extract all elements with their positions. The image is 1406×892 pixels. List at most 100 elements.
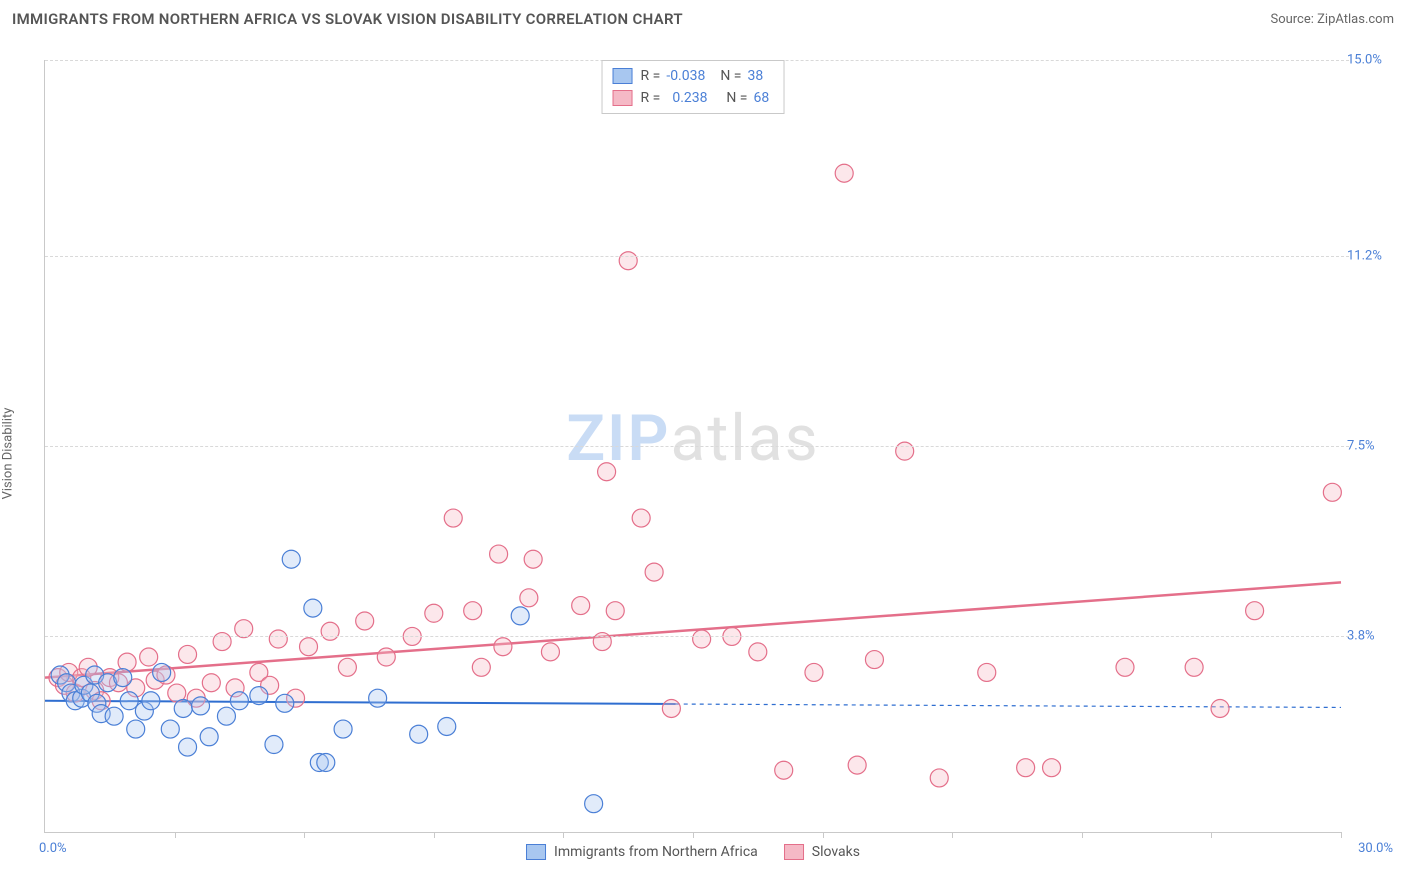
data-point: [1323, 483, 1341, 501]
data-point: [377, 648, 395, 666]
data-point: [1116, 658, 1134, 676]
data-point: [321, 622, 339, 640]
data-point: [1043, 759, 1061, 777]
data-point: [775, 761, 793, 779]
data-point: [304, 599, 322, 617]
legend-item-b: Slovaks: [784, 844, 860, 860]
chart-plot-area: ZIPatlas 3.8%7.5%11.2%15.0% 0.0% 30.0% R…: [44, 60, 1341, 833]
data-point: [334, 720, 352, 738]
swatch-series-b-bottom: [784, 844, 804, 860]
data-point: [217, 707, 235, 725]
data-point: [662, 699, 680, 717]
bottom-legend: Immigrants from Northern Africa Slovaks: [526, 844, 860, 860]
gridline: [45, 636, 1349, 637]
data-point: [114, 669, 132, 687]
data-point: [192, 697, 210, 715]
data-point: [425, 604, 443, 622]
x-tick: [823, 832, 824, 838]
data-point: [269, 630, 287, 648]
data-point: [835, 164, 853, 182]
data-point: [520, 589, 538, 607]
data-point: [598, 463, 616, 481]
data-point: [593, 633, 611, 651]
data-point: [511, 607, 529, 625]
data-point: [174, 699, 192, 717]
data-point: [202, 674, 220, 692]
data-point: [230, 692, 248, 710]
gridline: [45, 256, 1349, 257]
data-point: [410, 725, 428, 743]
data-point: [978, 663, 996, 681]
trendline-a-dashed: [676, 704, 1341, 707]
swatch-series-a-bottom: [526, 844, 546, 860]
data-point: [153, 663, 171, 681]
data-point: [300, 638, 318, 656]
data-point: [356, 612, 374, 630]
data-point: [338, 658, 356, 676]
y-tick-label: 15.0%: [1347, 53, 1395, 68]
data-point: [179, 738, 197, 756]
x-tick: [1211, 832, 1212, 838]
x-tick: [1082, 832, 1083, 838]
data-point: [140, 648, 158, 666]
r-label-a: R =: [641, 68, 661, 84]
page-title: IMMIGRANTS FROM NORTHERN AFRICA VS SLOVA…: [12, 10, 683, 28]
x-tick: [1341, 832, 1342, 838]
r-label-b: R =: [641, 90, 661, 106]
stats-row-a: R = -0.038 N = 38: [613, 65, 774, 87]
data-point: [276, 694, 294, 712]
data-point: [490, 545, 508, 563]
data-point: [464, 602, 482, 620]
gridline: [45, 446, 1349, 447]
x-tick: [175, 832, 176, 838]
data-point: [161, 720, 179, 738]
data-point: [930, 769, 948, 787]
data-point: [1185, 658, 1203, 676]
data-point: [749, 643, 767, 661]
y-tick-label: 3.8%: [1347, 629, 1395, 644]
data-point: [105, 707, 123, 725]
data-point: [265, 736, 283, 754]
data-point: [865, 651, 883, 669]
x-tick: [304, 832, 305, 838]
legend-item-a: Immigrants from Northern Africa: [526, 844, 758, 860]
data-point: [438, 717, 456, 735]
x-axis-origin-label: 0.0%: [39, 841, 67, 856]
data-point: [213, 633, 231, 651]
data-point: [472, 658, 490, 676]
source-label: Source: ZipAtlas.com: [1270, 12, 1394, 27]
data-point: [524, 550, 542, 568]
r-value-a: -0.038: [666, 68, 714, 84]
x-tick: [563, 832, 564, 838]
stats-legend: R = -0.038 N = 38 R = 0.238 N = 68: [602, 60, 785, 114]
data-point: [572, 597, 590, 615]
data-point: [585, 795, 603, 813]
data-point: [317, 754, 335, 772]
legend-label-b: Slovaks: [812, 844, 860, 860]
data-point: [200, 728, 218, 746]
n-value-b: 68: [753, 90, 773, 106]
data-point: [693, 630, 711, 648]
x-tick: [693, 832, 694, 838]
data-point: [235, 620, 253, 638]
data-point: [142, 692, 160, 710]
data-point: [369, 689, 387, 707]
data-point: [120, 692, 138, 710]
r-value-b: 0.238: [666, 90, 720, 106]
n-value-a: 38: [747, 68, 767, 84]
data-point: [805, 663, 823, 681]
n-label-b: N =: [726, 90, 747, 106]
data-point: [494, 638, 512, 656]
x-axis-max-label: 30.0%: [1358, 841, 1393, 856]
data-point: [632, 509, 650, 527]
data-point: [1246, 602, 1264, 620]
data-point: [1211, 699, 1229, 717]
data-point: [619, 252, 637, 270]
data-point: [127, 720, 145, 738]
data-point: [606, 602, 624, 620]
data-point: [179, 645, 197, 663]
data-point: [896, 442, 914, 460]
legend-label-a: Immigrants from Northern Africa: [554, 844, 758, 860]
data-point: [250, 687, 268, 705]
data-point: [645, 563, 663, 581]
